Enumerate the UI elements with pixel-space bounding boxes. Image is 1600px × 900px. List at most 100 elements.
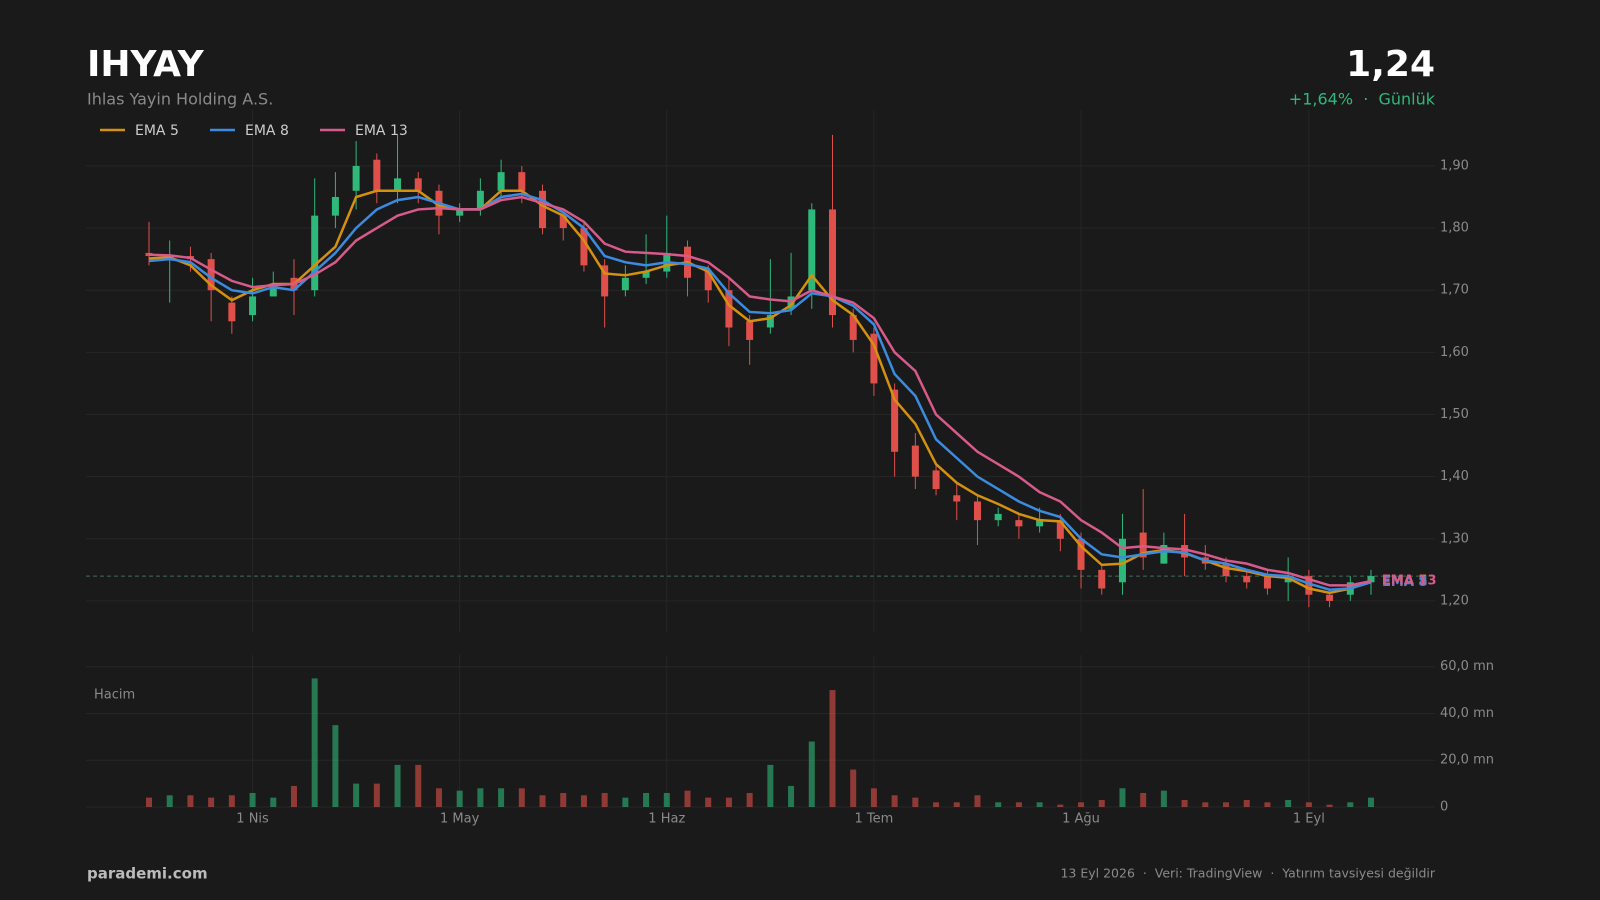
- volume-bar: [1202, 802, 1209, 807]
- legend-label: EMA 8: [245, 123, 289, 139]
- volume-bar: [166, 795, 173, 807]
- volume-bar: [228, 795, 235, 807]
- candle-body: [601, 265, 609, 297]
- volume-bar: [394, 764, 401, 807]
- candle-body: [497, 172, 505, 191]
- volume-bar: [725, 797, 732, 807]
- volume-bar: [353, 783, 360, 807]
- ema-line: [148, 192, 1372, 592]
- candle-body: [994, 513, 1002, 521]
- volume-bar: [498, 788, 505, 807]
- volume-bar: [746, 792, 753, 807]
- candle-body: [476, 190, 484, 210]
- volume-bar: [539, 795, 546, 807]
- candle-body: [249, 296, 257, 316]
- candle-body: [414, 178, 422, 191]
- volume-bar: [1347, 802, 1354, 807]
- ema-end-label: EMA 8: [1382, 575, 1427, 590]
- x-tick-label: 1 Nis: [236, 812, 269, 827]
- candle-body: [1367, 576, 1375, 583]
- volume-bar: [953, 802, 960, 807]
- volume-bar: [290, 785, 297, 807]
- volume-bar: [187, 795, 194, 807]
- x-tick-label: 1 Ağu: [1062, 812, 1100, 827]
- volume-bar: [622, 797, 629, 807]
- volume-bar: [249, 792, 256, 807]
- volume-bar: [933, 802, 940, 807]
- candle-body: [1118, 538, 1126, 583]
- volume-bar: [208, 797, 215, 807]
- volume-bar: [995, 802, 1002, 807]
- footer-note: 13 Eyl 2026 · Veri: TradingView · Yatırı…: [1060, 866, 1435, 881]
- candle-body: [559, 215, 567, 229]
- candle-body: [518, 172, 526, 191]
- candle-body: [911, 445, 919, 477]
- volume-bar: [974, 795, 981, 807]
- volume-bar: [311, 678, 318, 807]
- volume-bar: [808, 741, 815, 807]
- volume-label: Hacim: [94, 688, 135, 703]
- volume-bar: [1326, 804, 1333, 807]
- candle-body: [746, 321, 754, 340]
- candle-body: [1036, 520, 1044, 527]
- v-tick-label: 0: [1440, 800, 1448, 815]
- y-tick-label: 1,90: [1440, 158, 1469, 173]
- volume-bar: [1057, 804, 1064, 807]
- x-tick-label: 1 Eyl: [1293, 812, 1325, 827]
- ticker: IHYAY: [87, 44, 205, 85]
- volume-bar: [477, 788, 484, 807]
- volume-bar: [788, 785, 795, 807]
- candle-body: [228, 302, 236, 322]
- candle-body: [373, 159, 381, 191]
- ema-end-label: EMA 5: [1382, 574, 1427, 589]
- legend-label: EMA 5: [135, 123, 179, 139]
- candle-body: [394, 178, 402, 191]
- candle-body: [870, 333, 878, 384]
- candle-body: [1015, 520, 1023, 527]
- candle-body: [580, 228, 588, 266]
- volume-bar: [560, 792, 567, 807]
- volume-bar: [146, 797, 152, 807]
- volume-bar: [1160, 790, 1167, 807]
- candle-body: [725, 290, 733, 328]
- candle-body: [539, 190, 547, 229]
- y-tick-label: 1,20: [1440, 593, 1469, 608]
- candle-body: [145, 252, 153, 257]
- volume-bar: [601, 792, 608, 807]
- volume-bar: [663, 792, 670, 807]
- candle-body: [891, 389, 899, 452]
- v-tick-label: 20,0 mn: [1440, 753, 1494, 768]
- candle-body: [1222, 563, 1230, 577]
- candle-body: [766, 315, 774, 328]
- volume-bar: [415, 764, 422, 807]
- candle-body: [269, 284, 277, 297]
- v-tick-label: 40,0 mn: [1440, 706, 1494, 721]
- volume-bar: [767, 764, 774, 807]
- y-tick-label: 1,80: [1440, 221, 1469, 236]
- y-tick-label: 1,30: [1440, 531, 1469, 546]
- candle-body: [932, 470, 940, 490]
- price: 1,24: [1346, 44, 1435, 85]
- y-tick-label: 1,60: [1440, 345, 1469, 360]
- volume-bar: [870, 788, 877, 807]
- x-tick-label: 1 Tem: [855, 812, 894, 827]
- volume-bar: [1243, 799, 1250, 807]
- volume-bar: [1140, 792, 1147, 807]
- x-tick-label: 1 May: [440, 812, 480, 827]
- volume-bar: [829, 690, 836, 807]
- volume-bar: [1119, 788, 1126, 807]
- v-tick-label: 60,0 mn: [1440, 659, 1494, 674]
- candle-body: [1098, 569, 1106, 589]
- volume-bar: [1223, 802, 1230, 807]
- candle-body: [311, 215, 319, 291]
- candle-body: [973, 501, 981, 521]
- volume-bar: [912, 797, 919, 807]
- volume-bar: [1285, 799, 1292, 807]
- ema-line: [148, 195, 1372, 587]
- legend-label: EMA 13: [355, 123, 408, 139]
- change: +1,64% · Günlük: [1289, 90, 1436, 109]
- candle-body: [953, 495, 961, 502]
- candle-body: [704, 271, 712, 291]
- volume-bar: [270, 797, 277, 807]
